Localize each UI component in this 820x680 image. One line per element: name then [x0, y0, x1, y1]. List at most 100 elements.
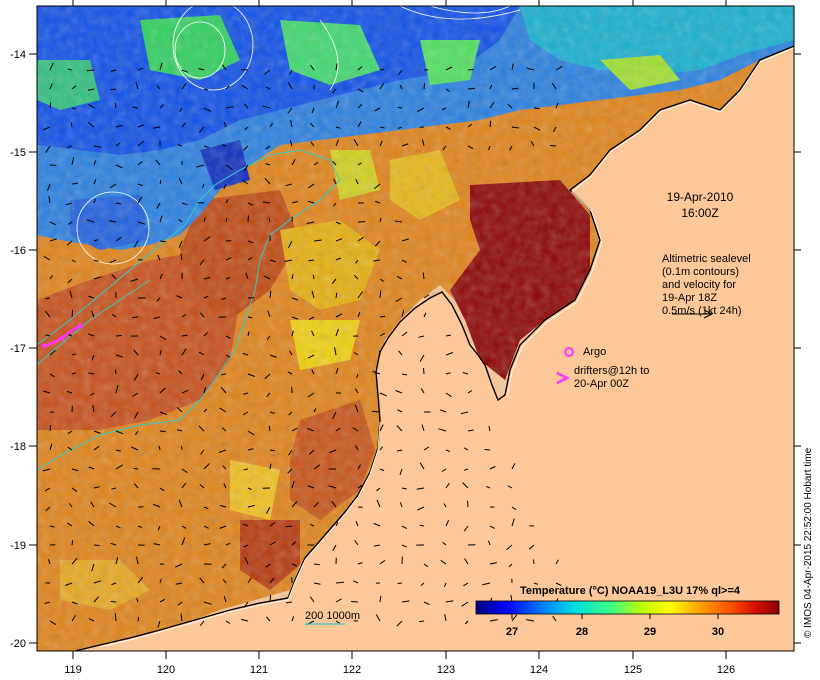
velocity-arrow: [45, 297, 51, 300]
velocity-arrow: [244, 103, 249, 109]
velocity-arrow: [47, 559, 51, 565]
velocity-arrow: [331, 278, 337, 285]
velocity-arrow: [93, 160, 97, 166]
velocity-arrow: [203, 543, 211, 546]
velocity-arrow: [423, 367, 425, 375]
velocity-arrow: [199, 577, 205, 584]
velocity-arrow: [265, 163, 271, 166]
velocity-arrow: [202, 183, 205, 188]
velocity-arrow: [111, 582, 117, 586]
velocity-arrow: [203, 601, 212, 605]
velocity-arrow: [67, 68, 73, 71]
velocity-arrow: [264, 69, 271, 75]
velocity-arrow: [269, 541, 276, 546]
velocity-arrow: [65, 202, 73, 206]
scale-arrow: [672, 309, 714, 319]
velocity-arrow: [335, 126, 341, 129]
velocity-arrow: [439, 409, 447, 413]
velocity-arrow: [137, 67, 144, 71]
velocity-arrow: [132, 106, 139, 109]
velocity-arrow: [178, 178, 183, 185]
velocity-arrow: [355, 521, 359, 527]
velocity-arrow: [511, 463, 516, 470]
velocity-arrow: [68, 503, 73, 508]
velocity-arrow: [43, 126, 51, 131]
lon-tick-label: 125: [624, 664, 642, 676]
velocity-arrow: [464, 620, 469, 625]
velocity-arrow: [379, 424, 384, 432]
velocity-arrow: [486, 485, 491, 489]
velocity-arrow: [401, 259, 407, 264]
velocity-arrow: [71, 557, 78, 565]
velocity-arrow: [379, 68, 385, 71]
velocity-arrow: [335, 521, 339, 527]
velocity-arrow: [357, 484, 363, 489]
velocity-arrow: [49, 83, 53, 90]
velocity-arrow: [291, 158, 296, 166]
velocity-arrow: [90, 310, 95, 318]
velocity-arrow: [48, 196, 51, 204]
velocity-arrow: [462, 482, 469, 489]
velocity-arrow: [335, 292, 338, 299]
velocity-arrow: [335, 598, 342, 603]
velocity-arrow: [526, 619, 535, 622]
velocity-arrow: [242, 145, 249, 151]
velocity-arrow: [203, 276, 211, 280]
velocity-arrow: [445, 372, 451, 375]
velocity-arrow: [287, 468, 293, 474]
velocity-arrow: [177, 144, 183, 147]
velocity-arrow: [199, 126, 205, 133]
velocity-arrow: [223, 122, 227, 128]
velocity-arrow: [445, 600, 454, 603]
velocity-arrow: [130, 278, 139, 282]
velocity-arrow: [398, 69, 403, 75]
velocity-arrow: [225, 354, 231, 358]
velocity-arrow: [264, 373, 271, 380]
velocity-arrow: [71, 372, 77, 375]
velocity-arrow: [91, 563, 95, 572]
velocity-arrow: [70, 122, 73, 128]
altimetry-line: 19-Apr 18Z: [662, 292, 717, 304]
velocity-arrow: [181, 482, 187, 489]
velocity-arrow: [269, 122, 274, 128]
velocity-arrow: [242, 352, 249, 356]
velocity-arrow: [307, 200, 315, 204]
velocity-arrow: [45, 145, 51, 153]
velocity-arrow: [309, 596, 315, 603]
velocity-arrow: [553, 126, 557, 133]
credit-text: © IMOS 04-Apr-2015 22:52:00 Hobart time: [803, 447, 814, 638]
velocity-arrow: [357, 562, 363, 565]
velocity-arrow: [353, 274, 359, 280]
velocity-arrow: [489, 525, 495, 529]
velocity-arrow: [399, 84, 403, 90]
velocity-arrow: [137, 221, 146, 225]
velocity-arrow: [308, 259, 315, 262]
velocity-arrow: [93, 239, 99, 242]
velocity-arrow: [290, 120, 293, 128]
velocity-arrow: [137, 525, 142, 528]
velocity-arrow: [135, 81, 139, 90]
velocity-arrow: [203, 387, 206, 394]
velocity-arrow: [175, 563, 183, 568]
velocity-arrow: [289, 140, 293, 147]
velocity-arrow: [242, 180, 249, 185]
velocity-arrow: [67, 446, 73, 451]
velocity-arrow: [442, 145, 447, 151]
velocity-arrow: [263, 275, 271, 280]
velocity-arrow: [441, 468, 447, 472]
velocity-arrow: [137, 124, 144, 128]
velocity-arrow: [159, 335, 167, 341]
velocity-arrow: [533, 107, 540, 110]
velocity-arrow: [44, 487, 51, 492]
velocity-arrow: [445, 392, 452, 398]
velocity-arrow: [445, 66, 453, 71]
velocity-arrow: [225, 542, 231, 546]
velocity-arrow: [240, 618, 249, 622]
velocity-arrow: [49, 101, 52, 109]
velocity-arrow: [88, 103, 95, 109]
velocity-arrow: [93, 430, 101, 434]
velocity-arrow: [203, 525, 209, 529]
velocity-arrow: [396, 275, 403, 280]
velocity-arrow: [335, 581, 344, 584]
velocity-arrow: [157, 525, 161, 531]
